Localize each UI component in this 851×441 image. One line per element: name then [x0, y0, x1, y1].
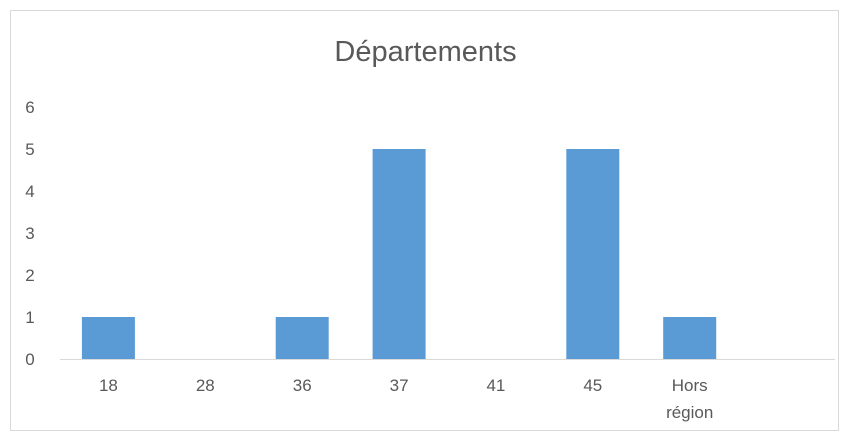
x-tick-label-37: 37 — [390, 376, 409, 395]
y-tick-label-6: 6 — [25, 98, 34, 117]
x-tick-label-hors-région: Hors région — [666, 376, 713, 422]
x-tick-label-41: 41 — [486, 376, 505, 395]
y-tick-label-4: 4 — [25, 182, 34, 201]
x-tick-label-36: 36 — [293, 376, 312, 395]
y-axis-tick-labels: 0 1 2 3 4 5 6 — [25, 98, 34, 369]
bar-36 — [275, 317, 329, 359]
bar-45 — [566, 149, 620, 359]
x-tick-label-45: 45 — [583, 376, 602, 395]
x-axis-tick-labels: 18 28 36 37 41 45 Hors région — [99, 376, 713, 422]
bar-hors-région — [663, 317, 717, 359]
y-tick-label-2: 2 — [25, 266, 34, 285]
y-tick-label-3: 3 — [25, 224, 34, 243]
chart-title: Départements — [334, 36, 517, 68]
y-tick-label-0: 0 — [25, 350, 34, 369]
bar-18 — [81, 317, 135, 359]
bar-37 — [372, 149, 426, 359]
x-tick-label-28: 28 — [196, 376, 215, 395]
y-tick-label-5: 5 — [25, 140, 34, 159]
bars-group — [81, 149, 717, 359]
y-tick-label-1: 1 — [25, 308, 34, 327]
x-tick-label-18: 18 — [99, 376, 118, 395]
